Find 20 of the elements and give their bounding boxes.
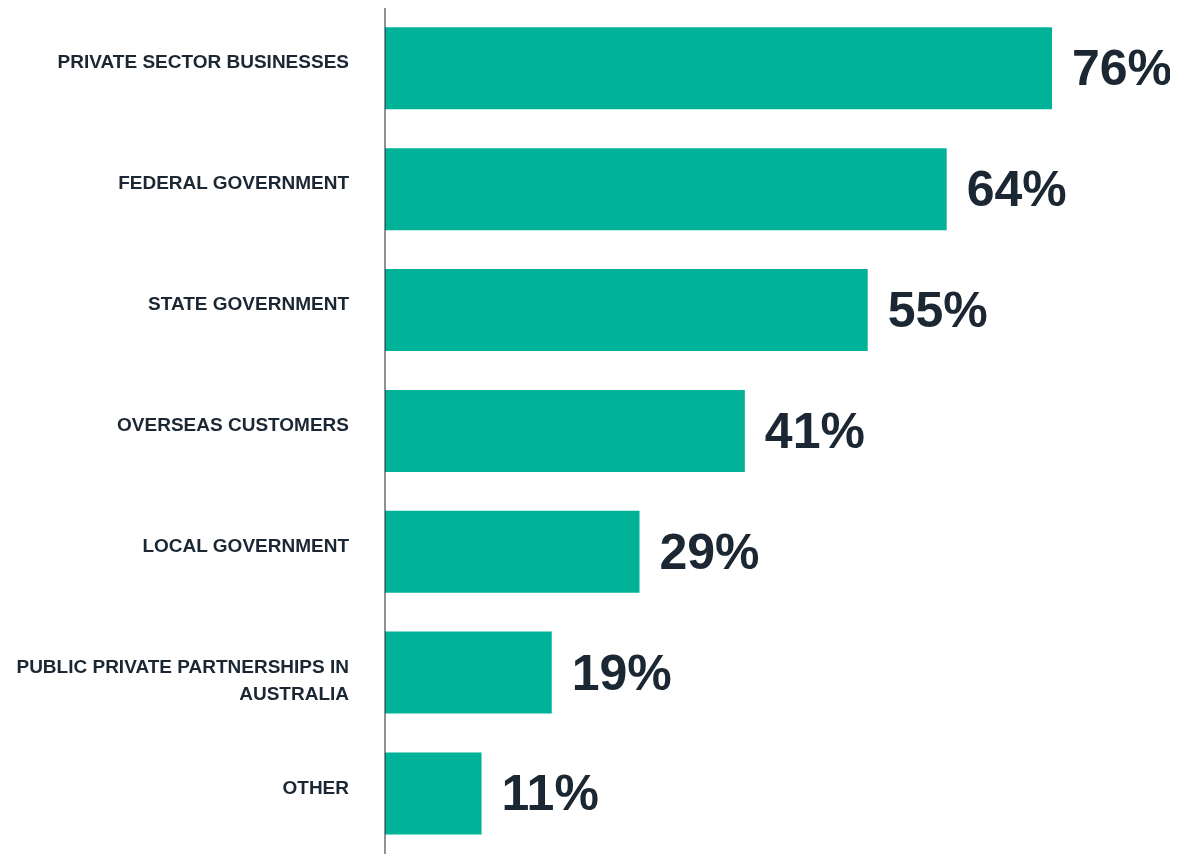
bar (385, 631, 552, 714)
y-tick-label: STATE GOVERNMENT (148, 293, 350, 315)
bar (385, 389, 745, 472)
data-label: 11% (501, 765, 599, 822)
y-tick-label: LOCAL GOVERNMENT (142, 534, 350, 556)
data-label: 55% (887, 282, 988, 339)
data-label: 64% (966, 161, 1067, 218)
bar (385, 510, 640, 593)
y-tick-label: OVERSEAS CUSTOMERS (117, 414, 349, 435)
y-tick-label: PRIVATE SECTOR BUSINESSES (57, 51, 349, 73)
y-tick-label: PUBLIC PRIVATE PARTNERSHIPS IN AUSTRALIA (16, 655, 350, 704)
data-label: 29% (659, 523, 760, 580)
bar (385, 269, 868, 352)
y-tick-label: OTHER (282, 776, 350, 798)
data-label: 19% (571, 644, 672, 701)
data-label: 41% (764, 402, 865, 459)
y-tick-label: FEDERAL GOVERNMENT (118, 172, 350, 194)
bar (385, 27, 1052, 110)
bar (385, 752, 482, 835)
bar (385, 148, 947, 231)
